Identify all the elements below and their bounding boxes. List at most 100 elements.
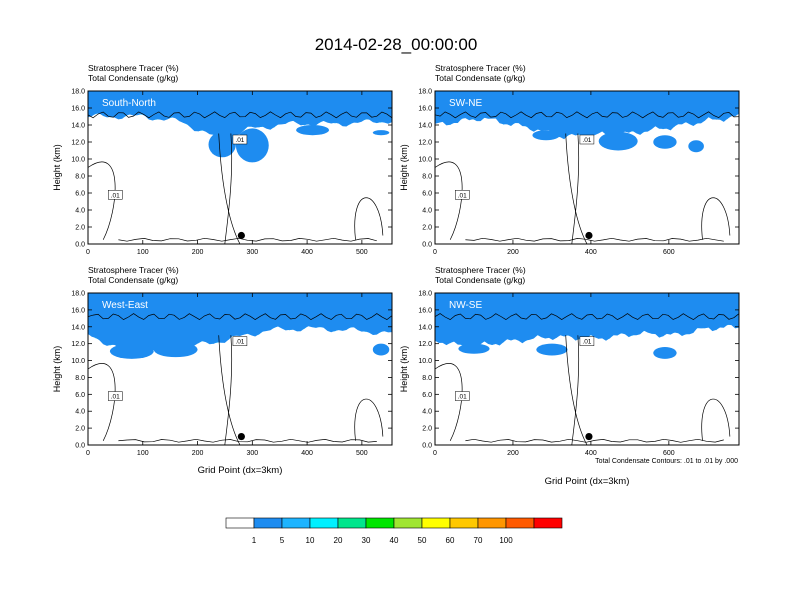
contour-line-column-a: [565, 335, 588, 445]
y-tick-label: 10.0: [418, 358, 432, 365]
tracer-patch-2: [153, 341, 198, 358]
panel-subtitle-condensate: Total Condensate (g/kg): [88, 73, 178, 83]
y-tick-label: 16.0: [71, 106, 85, 113]
location-marker: [237, 432, 245, 441]
y-tick-label: 4.0: [75, 208, 85, 215]
x-tick-label: 300: [246, 450, 258, 457]
x-tick-label: 100: [137, 249, 149, 256]
y-tick-label: 10.0: [418, 157, 432, 164]
y-tick-label: 8.0: [422, 174, 432, 181]
x-axis-label: Grid Point (dx=3km): [545, 476, 630, 487]
tracer-field: [435, 91, 739, 153]
x-tick-label: 400: [585, 249, 597, 256]
y-tick-label: 8.0: [422, 375, 432, 382]
panel-frame: [434, 292, 740, 446]
y-tick-label: 12.0: [418, 140, 432, 147]
contour-line-surface: [118, 237, 377, 242]
y-tick-label: 12.0: [71, 140, 85, 147]
x-tick-label: 0: [86, 249, 90, 256]
contour-label-box: [108, 190, 123, 200]
x-tick-label: 200: [507, 450, 519, 457]
colorbar-swatch: [477, 517, 507, 529]
panel-subtitle-tracer: Stratosphere Tracer (%): [435, 63, 526, 73]
section-label: SW-NE: [449, 98, 482, 109]
y-tick-label: 6.0: [75, 392, 85, 399]
tracer-patch-1: [208, 131, 236, 158]
contour-line-surface: [465, 438, 724, 443]
colorbar-swatch: [337, 517, 367, 529]
y-axis-label: Height (km): [399, 144, 409, 191]
x-tick-label: 400: [301, 249, 313, 256]
y-tick-label: 14.0: [418, 123, 432, 130]
y-tick-label: 2.0: [75, 225, 85, 232]
colorbar-swatch: [365, 517, 395, 529]
contour-label: .01: [458, 394, 467, 401]
panel-subtitle-condensate: Total Condensate (g/kg): [88, 275, 178, 285]
contour-line-left: [88, 161, 116, 240]
panel-1: Stratosphere Tracer (%)Total Condensate …: [52, 63, 393, 256]
contour-label: .01: [111, 192, 120, 199]
x-tick-label: 200: [192, 249, 204, 256]
y-tick-label: 16.0: [418, 106, 432, 113]
contour-line-column-b: [571, 133, 580, 244]
y-tick-label: 12.0: [418, 341, 432, 348]
figure-title: 2014-02-28_00:00:00: [315, 35, 478, 54]
tracer-patch-1: [532, 130, 560, 141]
contour-line-column-a: [218, 133, 241, 244]
x-tick-label: 300: [246, 249, 258, 256]
x-axis-label: Grid Point (dx=3km): [198, 465, 283, 476]
panel-frame: [87, 292, 393, 446]
contour-line-column-a: [218, 335, 241, 445]
y-tick-label: 2.0: [422, 426, 432, 433]
contour-footnote: Total Condensate Contours: .01 to .01 by…: [595, 458, 738, 465]
contour-label-box: [232, 134, 248, 145]
panel-frame: [434, 90, 740, 245]
y-tick-label: 0.0: [75, 242, 85, 249]
panel-subtitle-tracer: Stratosphere Tracer (%): [88, 63, 179, 73]
panel-subtitle-condensate: Total Condensate (g/kg): [435, 73, 525, 83]
tracer-patch-1: [458, 343, 490, 354]
section-label: South-North: [102, 98, 156, 109]
x-tick-label: 0: [86, 450, 90, 457]
colorbar-label: 100: [499, 536, 513, 545]
colorbar-swatch: [309, 517, 339, 529]
y-tick-label: 8.0: [75, 375, 85, 382]
tracer-field: [88, 91, 392, 163]
contour-line-top: [435, 111, 739, 119]
y-tick-label: 14.0: [71, 324, 85, 331]
contour-label: .01: [458, 192, 467, 199]
panel-4: Stratosphere Tracer (%)Total Condensate …: [399, 265, 740, 487]
y-tick-label: 14.0: [418, 324, 432, 331]
tracer-patch-4: [372, 130, 390, 136]
y-tick-label: 10.0: [71, 157, 85, 164]
tracer-patch-2: [235, 128, 269, 163]
colorbar-label: 20: [334, 536, 343, 545]
y-tick-label: 2.0: [75, 426, 85, 433]
condensate-contours: [88, 111, 392, 244]
contour-label-box: [108, 391, 123, 401]
colorbar-swatch: [225, 517, 255, 529]
contour-label-box: [579, 336, 595, 346]
contour-line-right: [701, 398, 731, 441]
contour-line-surface: [118, 438, 377, 443]
contour-line-left: [435, 161, 463, 240]
tracer-band-11: [435, 91, 739, 140]
tracer-patch-2: [598, 131, 638, 151]
colorbar-swatch: [533, 517, 563, 529]
condensate-contours: [88, 313, 392, 445]
location-marker: [585, 432, 593, 441]
x-tick-label: 0: [433, 249, 437, 256]
contour-line-top: [435, 313, 739, 321]
x-tick-label: 500: [356, 450, 368, 457]
x-tick-label: 400: [585, 450, 597, 457]
contour-label: .01: [235, 339, 244, 346]
y-tick-label: 6.0: [422, 392, 432, 399]
panel-subtitle-tracer: Stratosphere Tracer (%): [88, 265, 179, 275]
contour-label-box: [455, 190, 470, 200]
y-tick-label: 18.0: [418, 291, 432, 298]
location-marker: [585, 231, 593, 240]
y-tick-label: 8.0: [75, 174, 85, 181]
tracer-band-11: [88, 293, 392, 353]
contour-line-column-b: [224, 335, 233, 445]
